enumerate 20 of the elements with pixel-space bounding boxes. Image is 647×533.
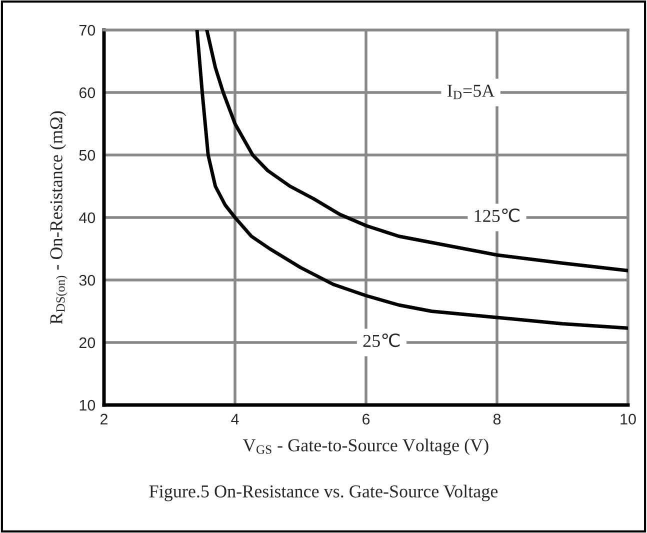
line-series [205, 30, 628, 272]
x-tick-label: 6 [362, 414, 370, 425]
x-axis-title: V$_{GS}$ - Gate-to-Source Voltage (V) [242, 438, 488, 456]
y-tick-label: 40 [79, 212, 96, 224]
series-label: 25℃ [363, 333, 400, 348]
x-tick-label: 2 [100, 414, 108, 424]
y-tick-label: 70 [79, 24, 96, 36]
x-tick-label: 10 [620, 414, 636, 425]
annotation: I$_{D}$=5A [447, 84, 495, 100]
y-axis-title: R$_{DS(on)}$ - On-Resistance (mΩ) [50, 111, 68, 324]
y-tick-label: 20 [79, 337, 96, 348]
x-tick-label: 8 [493, 414, 501, 425]
text: Figure.5 On-Resistance vs. Gate-Source Voltage [149, 484, 498, 502]
y-tick-label: 50 [79, 150, 96, 161]
x-tick-label: 4 [231, 414, 239, 424]
y-tick-label: 30 [79, 274, 96, 286]
series-label: 125℃ [474, 208, 520, 222]
line-series [195, 30, 628, 330]
y-tick-label: 60 [79, 87, 96, 98]
y-tick-label: 10 [80, 400, 96, 411]
